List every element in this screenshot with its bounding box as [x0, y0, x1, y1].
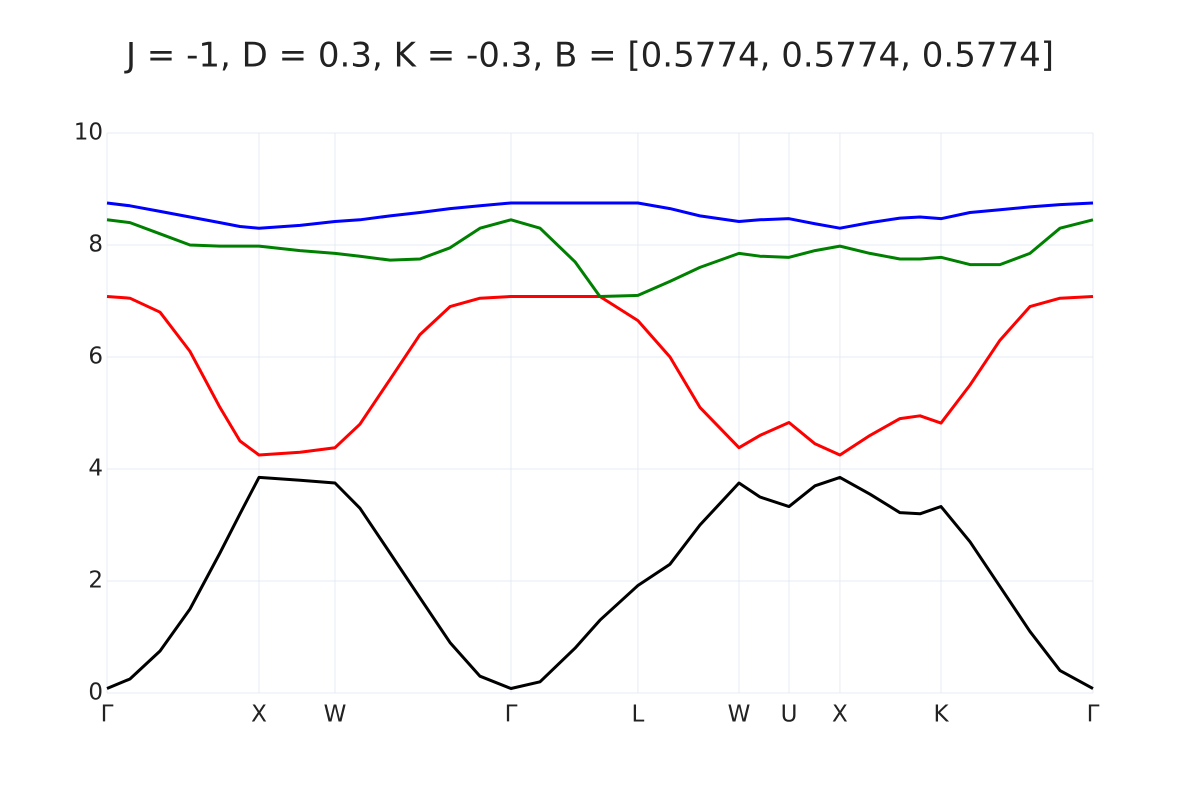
x-tick-label: Γ: [1087, 702, 1100, 728]
x-tick-label: U: [781, 702, 798, 728]
y-tick-label: 4: [88, 456, 103, 482]
x-tick-label: Γ: [505, 702, 518, 728]
x-tick-label: W: [728, 702, 751, 728]
y-tick-label: 0: [88, 680, 103, 706]
y-tick-label: 10: [74, 120, 103, 146]
y-tick-label: 2: [88, 568, 103, 594]
x-tick-label: K: [933, 702, 949, 728]
y-tick-label: 8: [88, 232, 103, 258]
x-tick-label: L: [632, 702, 645, 728]
band-line: [106, 201, 1094, 230]
band-line: [106, 218, 1094, 299]
chart-title: J = -1, D = 0.3, K = -0.3, B = [0.5774, …: [124, 36, 1054, 76]
x-tick-label: W: [324, 702, 347, 728]
y-tick-label: 6: [88, 344, 103, 370]
x-tick-label: Γ: [101, 702, 114, 728]
band-line: [106, 475, 1094, 691]
x-tick-label: X: [251, 702, 267, 728]
x-tick-label: X: [832, 702, 848, 728]
band-line: [106, 295, 1094, 457]
